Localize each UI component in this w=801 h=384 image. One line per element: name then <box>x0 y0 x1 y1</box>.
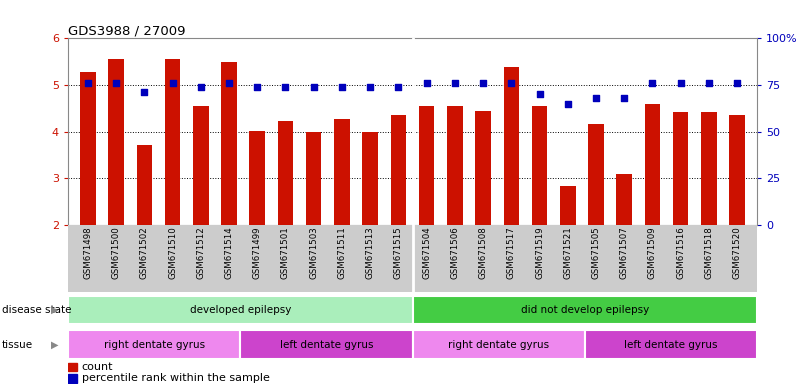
Text: disease state: disease state <box>2 305 71 315</box>
Text: GSM671515: GSM671515 <box>394 227 403 280</box>
Text: tissue: tissue <box>2 339 33 350</box>
Bar <box>165 60 180 225</box>
Bar <box>701 112 717 225</box>
Text: right dentate gyrus: right dentate gyrus <box>448 339 549 350</box>
Point <box>505 80 517 86</box>
Text: GSM671511: GSM671511 <box>337 227 347 280</box>
Point <box>223 80 235 86</box>
Bar <box>413 296 757 324</box>
Text: GSM671519: GSM671519 <box>535 227 544 279</box>
Point <box>138 89 151 96</box>
Point <box>590 95 602 101</box>
Bar <box>80 72 95 225</box>
Text: GSM671507: GSM671507 <box>620 227 629 280</box>
Bar <box>68 330 240 359</box>
Bar <box>730 115 745 225</box>
Point <box>82 80 95 86</box>
Bar <box>447 106 463 225</box>
Text: GSM671517: GSM671517 <box>507 227 516 280</box>
Text: GSM671509: GSM671509 <box>648 227 657 279</box>
Text: left dentate gyrus: left dentate gyrus <box>280 339 373 350</box>
Point <box>110 80 123 86</box>
Text: GSM671498: GSM671498 <box>83 227 92 279</box>
Bar <box>221 62 237 225</box>
Text: percentile rank within the sample: percentile rank within the sample <box>82 374 270 384</box>
Point <box>166 80 179 86</box>
Point <box>477 80 489 86</box>
Text: GSM671510: GSM671510 <box>168 227 177 280</box>
Text: GSM671520: GSM671520 <box>733 227 742 280</box>
Text: developed epilepsy: developed epilepsy <box>190 305 291 315</box>
Bar <box>68 296 413 324</box>
Text: GSM671501: GSM671501 <box>281 227 290 280</box>
Point <box>533 91 546 98</box>
Text: GSM671512: GSM671512 <box>196 227 205 280</box>
Bar <box>362 132 378 225</box>
Point <box>195 84 207 90</box>
Text: GSM671516: GSM671516 <box>676 227 685 280</box>
Point <box>562 101 574 107</box>
Point <box>392 84 405 90</box>
Text: GSM671506: GSM671506 <box>450 227 459 280</box>
Text: GSM671500: GSM671500 <box>111 227 121 280</box>
Bar <box>419 106 434 225</box>
Point <box>336 84 348 90</box>
Bar <box>475 111 491 225</box>
Text: GSM671513: GSM671513 <box>366 227 375 280</box>
Bar <box>68 374 77 383</box>
Text: GDS3988 / 27009: GDS3988 / 27009 <box>68 24 186 37</box>
Text: left dentate gyrus: left dentate gyrus <box>624 339 718 350</box>
Bar <box>617 174 632 225</box>
Text: GSM671503: GSM671503 <box>309 227 318 280</box>
Text: GSM671504: GSM671504 <box>422 227 431 280</box>
Point <box>251 84 264 90</box>
Text: GSM671508: GSM671508 <box>478 227 488 280</box>
Bar <box>504 67 519 225</box>
Bar <box>193 106 208 225</box>
Point <box>731 80 743 86</box>
Bar <box>673 112 689 225</box>
Bar <box>249 131 265 225</box>
Point <box>364 84 376 90</box>
Bar <box>306 132 321 225</box>
Text: GSM671521: GSM671521 <box>563 227 572 280</box>
Bar <box>588 124 604 225</box>
Bar <box>108 60 124 225</box>
Bar <box>278 121 293 225</box>
Bar <box>413 330 585 359</box>
Point <box>421 80 433 86</box>
Text: GSM671514: GSM671514 <box>224 227 234 280</box>
Point <box>646 80 659 86</box>
Text: did not develop epilepsy: did not develop epilepsy <box>521 305 649 315</box>
Bar <box>645 104 660 225</box>
Bar <box>560 187 576 225</box>
Text: right dentate gyrus: right dentate gyrus <box>103 339 205 350</box>
Bar <box>585 330 757 359</box>
Text: ▶: ▶ <box>50 305 58 315</box>
Text: count: count <box>82 362 114 372</box>
Point <box>279 84 292 90</box>
Text: ▶: ▶ <box>50 339 58 350</box>
Point <box>449 80 461 86</box>
Point <box>618 95 630 101</box>
Bar <box>136 146 152 225</box>
Bar <box>334 119 350 225</box>
Bar <box>68 362 77 371</box>
Point <box>702 80 715 86</box>
Text: GSM671502: GSM671502 <box>140 227 149 280</box>
Text: GSM671518: GSM671518 <box>704 227 714 280</box>
Point <box>308 84 320 90</box>
Point <box>674 80 687 86</box>
Text: GSM671499: GSM671499 <box>253 227 262 279</box>
Bar <box>391 115 406 225</box>
Bar <box>240 330 413 359</box>
Text: GSM671505: GSM671505 <box>591 227 601 280</box>
Bar <box>532 106 547 225</box>
